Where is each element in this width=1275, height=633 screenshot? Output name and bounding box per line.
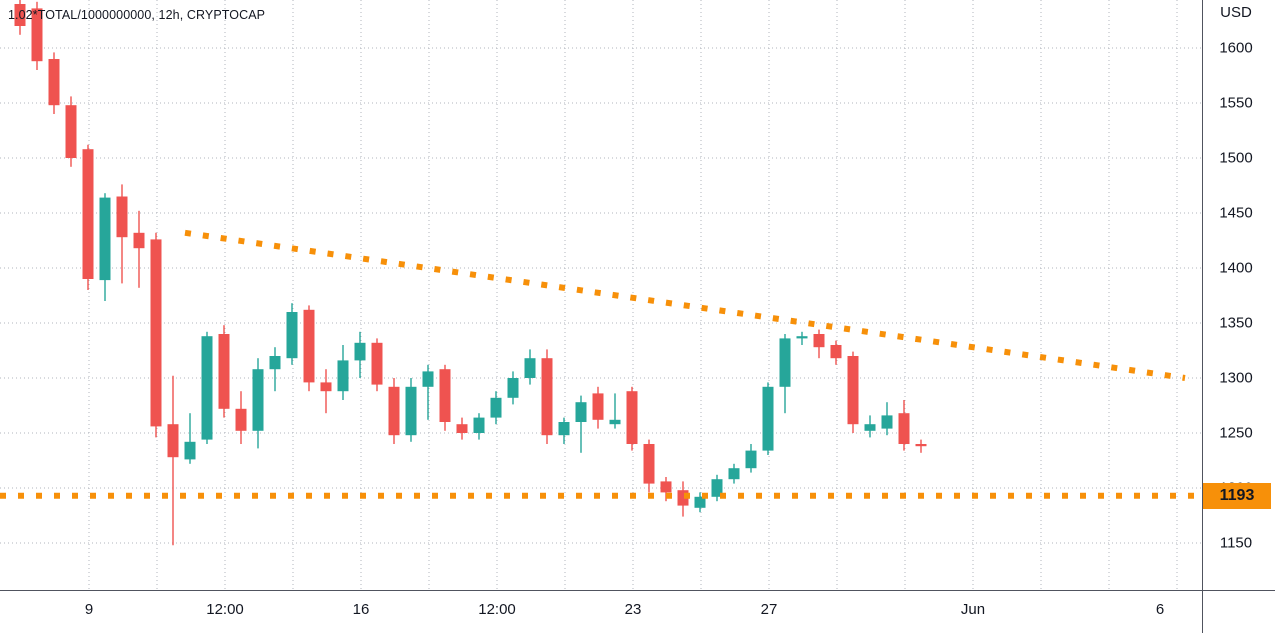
candle-body (677, 490, 689, 506)
candle-body (320, 382, 332, 392)
time-axis-tick: 12:00 (206, 601, 244, 618)
price-axis-tick: 1550 (1219, 94, 1253, 112)
candle-body (269, 356, 281, 370)
candle-body (14, 4, 26, 26)
candle-body (660, 481, 672, 493)
candle-body (303, 309, 315, 383)
candle-body (524, 358, 536, 378)
candle-body (847, 356, 859, 425)
candle-body (116, 196, 128, 238)
candle-body (252, 369, 264, 431)
candle-body (779, 338, 791, 387)
candle-body (388, 386, 400, 436)
candle-body (558, 422, 570, 436)
price-axis-tick: 1350 (1219, 314, 1253, 332)
candle-body (218, 334, 230, 409)
axis-corner (1202, 591, 1275, 633)
time-axis-tick: 12:00 (478, 601, 516, 618)
candle-body (201, 336, 213, 440)
time-axis-tick: 16 (352, 601, 370, 618)
price-axis-tick: 1250 (1219, 424, 1253, 442)
candle-series (14, 0, 927, 546)
time-axis-tick: 23 (624, 601, 642, 618)
candle-body (286, 312, 298, 359)
candle-body (354, 342, 366, 361)
price-axis-tick: 1300 (1219, 369, 1253, 387)
candle-body (31, 8, 43, 62)
candle-body (643, 444, 655, 484)
time-axis-tick: 9 (84, 601, 94, 618)
candle-body (592, 393, 604, 420)
candle-body (694, 496, 706, 508)
price-axis-currency-label: USD (1220, 4, 1252, 21)
candle-body (541, 358, 553, 436)
current-price-label[interactable]: 1193 (1203, 482, 1271, 509)
candle-body (745, 450, 757, 469)
price-axis-tick: 1500 (1219, 149, 1253, 167)
candle-body (490, 397, 502, 418)
price-axis-tick: 1150 (1219, 534, 1253, 552)
candle-body (473, 417, 485, 433)
descending-resistance-trendline (184, 229, 1186, 381)
candle-body (422, 371, 434, 387)
candle-body (235, 408, 247, 431)
candle-body (507, 378, 519, 398)
annotations (0, 229, 1202, 499)
candle-body (167, 424, 179, 458)
gridlines (0, 0, 1202, 590)
candle-body (65, 105, 77, 158)
candlestick-svg (0, 0, 1202, 590)
candle-body (711, 479, 723, 497)
candle-body (439, 369, 451, 422)
price-axis-tick: 1400 (1219, 259, 1253, 277)
candle-body (575, 402, 587, 422)
candle-body (728, 468, 740, 480)
candle-body (48, 59, 60, 106)
candle-body (184, 441, 196, 460)
candle-body (796, 336, 808, 339)
candle-body (813, 334, 825, 348)
price-axis-tick: 1600 (1219, 39, 1253, 57)
chart-plot-area[interactable]: 1.02*TOTAL/1000000000, 12h, CRYPTOCAP (0, 0, 1202, 590)
candle-body (371, 342, 383, 385)
price-axis-tick: 1450 (1219, 204, 1253, 222)
candle-body (864, 424, 876, 431)
candle-body (898, 413, 910, 444)
price-axis[interactable]: USD 1600 1550 1500 1450 1400 1350 1300 1250 1150… (1202, 0, 1275, 590)
time-axis[interactable]: 9 12:00 16 12:00 23 27 Jun 6 (0, 590, 1275, 633)
candle-body (150, 239, 162, 427)
time-axis-tick: Jun (960, 601, 986, 618)
candle-body (456, 424, 468, 433)
candle-body (915, 444, 927, 447)
candle-body (99, 197, 111, 281)
candle-body (337, 360, 349, 392)
candle-body (609, 419, 621, 425)
candle-body (881, 415, 893, 429)
candle-body (830, 345, 842, 359)
candle-body (762, 386, 774, 451)
candle-body (405, 386, 417, 436)
candle-body (82, 149, 94, 279)
time-axis-tick: 27 (760, 601, 778, 618)
candle-body (133, 232, 145, 249)
time-axis-tick: 6 (1155, 601, 1165, 618)
candle-body (626, 391, 638, 444)
